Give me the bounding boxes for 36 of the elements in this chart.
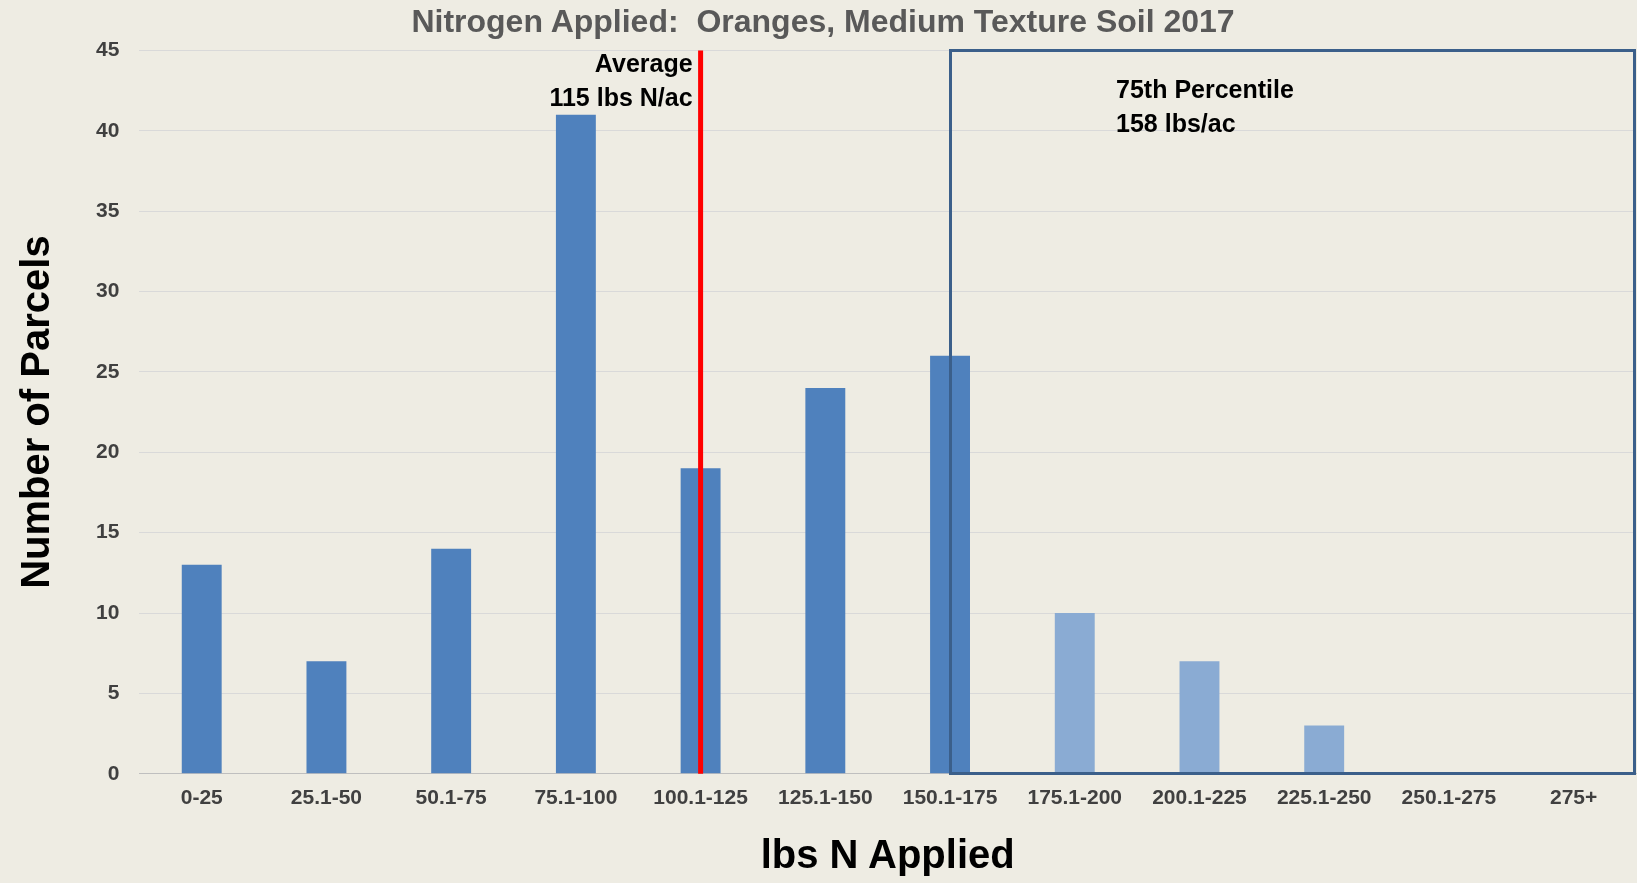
- y-tick-label: 45: [96, 37, 120, 61]
- bar: [181, 564, 222, 774]
- bar: [431, 548, 472, 774]
- x-tick-label: 225.1-250: [1276, 785, 1372, 809]
- bar: [306, 661, 347, 774]
- x-tick-label: 150.1-175: [902, 785, 998, 809]
- bar: [1054, 613, 1095, 774]
- y-tick-label: 25: [96, 358, 120, 382]
- bar: [555, 114, 596, 774]
- y-axis-title: Number of Parcels: [13, 235, 58, 589]
- chart-title: Nitrogen Applied: Oranges, Medium Texture Soil 2017: [411, 3, 1235, 40]
- y-tick-label: 0: [107, 760, 120, 784]
- bar: [930, 355, 970, 774]
- x-tick-label: 125.1-150: [778, 785, 873, 809]
- bar: [805, 387, 846, 774]
- y-tick-label: 20: [96, 439, 120, 463]
- x-tick-label: 100.1-125: [653, 785, 749, 809]
- x-tick-label: 75.1-100: [534, 785, 618, 809]
- bar: [1179, 661, 1220, 774]
- annotation: 75th Percentile 158 lbs/ac: [1116, 74, 1294, 137]
- x-tick-label: 275+: [1549, 785, 1598, 809]
- x-tick-label: 25.1-50: [290, 785, 363, 809]
- bar: [1304, 725, 1345, 774]
- ref-line-label: Average 115 lbs N/ac: [549, 48, 693, 111]
- y-tick-label: 15: [96, 519, 120, 543]
- y-tick-label: 40: [96, 117, 120, 141]
- y-tick-label: 30: [96, 278, 120, 302]
- y-tick-label: 35: [96, 197, 120, 221]
- x-tick-label: 200.1-225: [1152, 785, 1248, 809]
- x-tick-label: 0-25: [180, 785, 224, 809]
- x-tick-label: 50.1-75: [415, 785, 488, 809]
- y-tick-label: 5: [107, 680, 120, 704]
- x-tick-label: 250.1-275: [1401, 785, 1497, 809]
- x-axis-title: lbs N Applied: [760, 832, 1015, 877]
- x-tick-label: 175.1-200: [1027, 785, 1123, 809]
- y-tick-label: 10: [96, 599, 120, 623]
